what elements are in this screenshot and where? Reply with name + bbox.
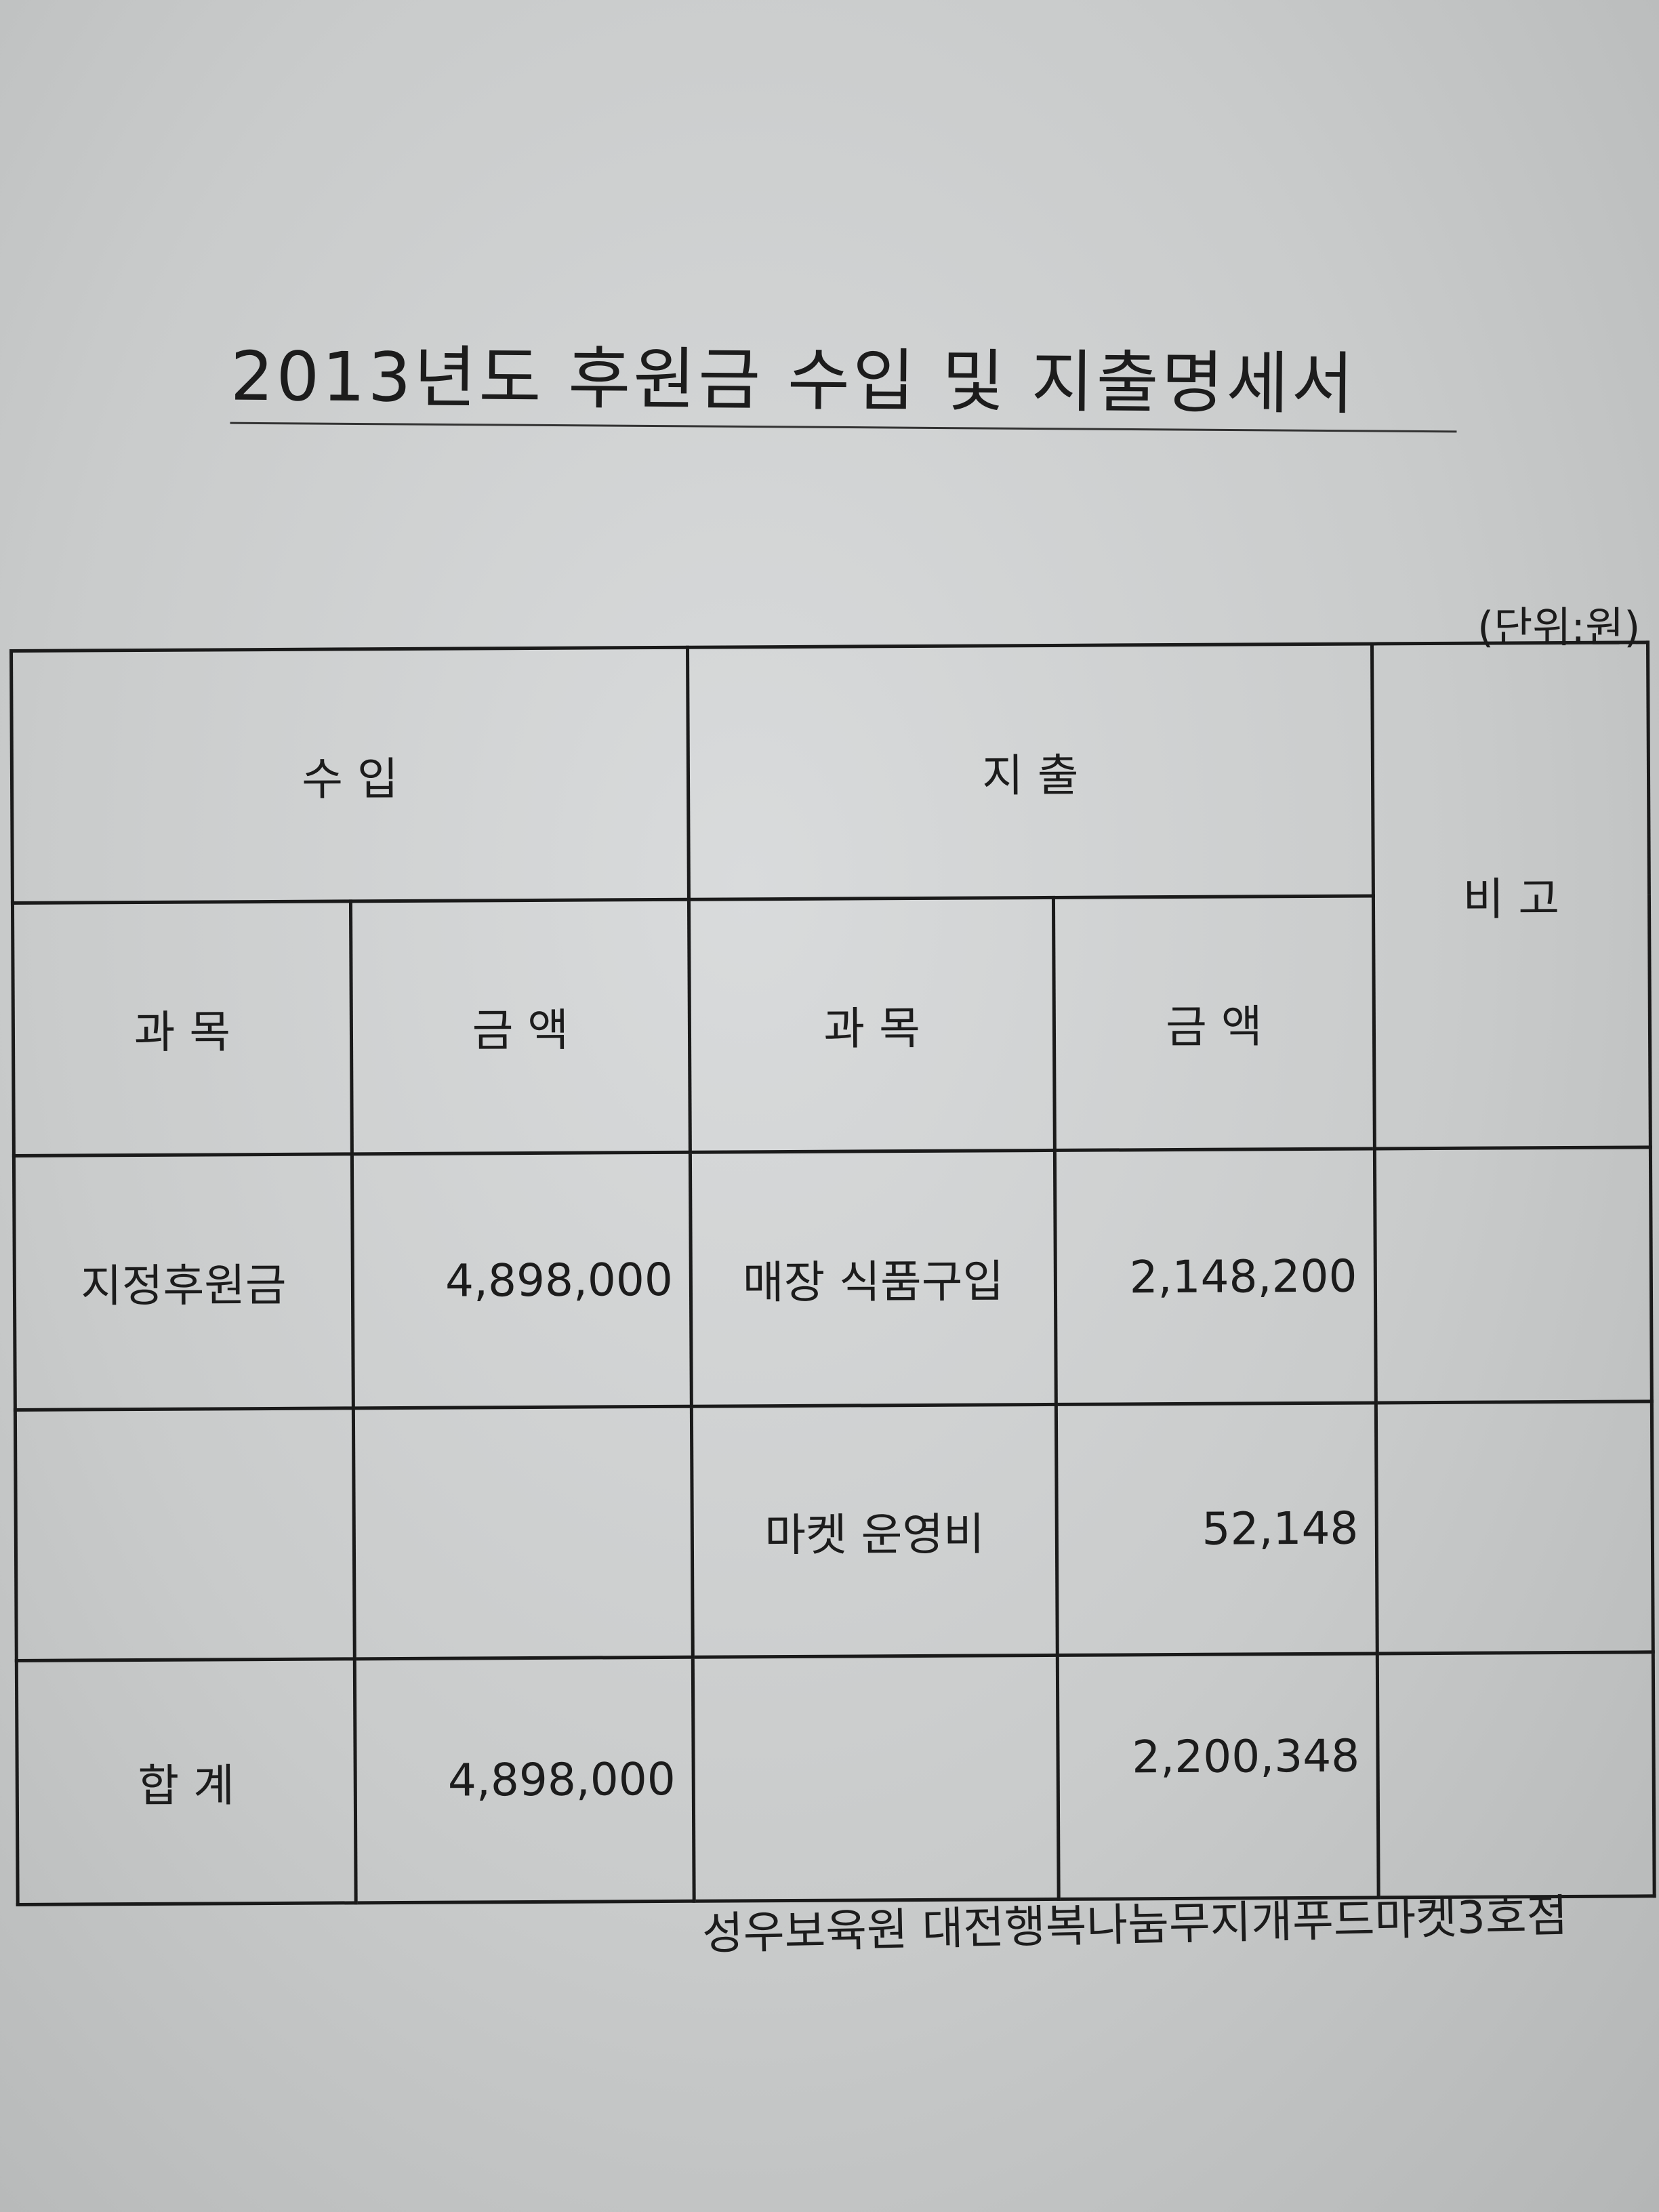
remarks-header: 비 고 [1372, 642, 1651, 1149]
expense-item: 매장 식품구입 [690, 1150, 1057, 1407]
income-amount-header: 금 액 [350, 899, 691, 1154]
total-label: 합 계 [16, 1658, 356, 1905]
total-row: 합 계 4,898,000 2,200,348 [16, 1652, 1655, 1905]
table-row: 지정후원금 4,898,000 매장 식품구입 2,148,200 [14, 1147, 1652, 1410]
income-item: 지정후원금 [14, 1153, 354, 1410]
expense-amount: 52,148 [1056, 1402, 1377, 1656]
remarks-cell [1374, 1147, 1652, 1403]
expense-item-header: 과 목 [689, 897, 1055, 1153]
income-amount: 4,898,000 [352, 1152, 692, 1408]
expense-item: 마켓 운영비 [691, 1404, 1058, 1658]
expense-amount: 2,148,200 [1054, 1148, 1376, 1405]
income-amount [353, 1406, 693, 1659]
remarks-cell [1375, 1401, 1654, 1654]
income-item [15, 1408, 355, 1661]
income-expense-table: 수 입 지 출 비 고 과 목 금 액 과 목 금 액 지정후원금 4,898,… [9, 640, 1656, 1906]
income-item-header: 과 목 [12, 901, 352, 1156]
expense-header: 지 출 [687, 643, 1374, 900]
total-expense-item [693, 1655, 1059, 1902]
total-remarks [1376, 1652, 1655, 1898]
income-header: 수 입 [11, 647, 689, 903]
expense-amount-header: 금 액 [1053, 895, 1374, 1151]
document-title: 2013년도 후원금 수입 및 지출명세서 [230, 321, 1458, 433]
table-row: 마켓 운영비 52,148 [15, 1401, 1654, 1661]
total-income-amount: 4,898,000 [354, 1657, 695, 1903]
total-expense-amount: 2,200,348 [1057, 1653, 1378, 1900]
unit-label: (단위:원) [1477, 602, 1641, 652]
